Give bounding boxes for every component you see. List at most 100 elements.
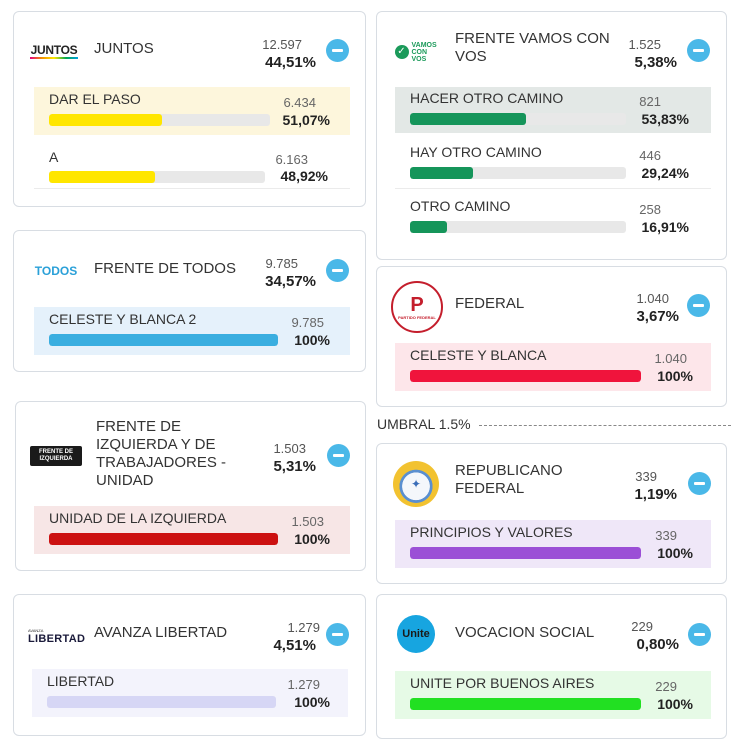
republicano-federal-logo: ✦: [393, 461, 439, 507]
party-name: JUNTOS: [94, 40, 154, 57]
avanza-libertad-logo: AVANZA LIBERTAD: [28, 627, 86, 645]
dove-icon: ✦: [410, 477, 422, 491]
party-percentage: 5,31%: [273, 458, 316, 475]
party-percentage: 1,19%: [634, 486, 677, 503]
collapse-button[interactable]: [326, 623, 349, 646]
list-percentage: 100%: [657, 545, 693, 561]
list-votes: 258: [639, 202, 661, 217]
party-votes: 9.785: [265, 256, 298, 271]
party-name: FEDERAL: [455, 295, 525, 312]
list-name: UNIDAD DE LA IZQUIERDA: [49, 510, 227, 526]
list-item: UNITE POR BUENOS AIRES 229 100%: [395, 671, 711, 719]
list-votes: 6.163: [275, 152, 308, 167]
collapse-button[interactable]: [688, 472, 711, 495]
party-name: REPUBLICANO FEDERAL: [455, 462, 563, 497]
party-name: VOCACION SOCIAL: [455, 624, 595, 641]
party-card-republicano-federal: ✦ REPUBLICANO FEDERAL 339 1,19% PRINCIPI…: [376, 443, 727, 584]
party-card-vocacion-social: Unite VOCACION SOCIAL 229 0,80% UNITE PO…: [376, 594, 727, 739]
list-percentage: 100%: [294, 332, 330, 348]
list-votes: 821: [639, 94, 661, 109]
party-votes: 1.525: [628, 37, 661, 52]
party-card-vamos-con-vos: ✓ VAMOS CON VOS FRENTE VAMOS CON VOS 1.5…: [376, 11, 727, 260]
threshold-divider: UMBRAL 1.5%: [377, 416, 737, 434]
list-item: DAR EL PASO 6.434 51,07%: [34, 87, 350, 135]
unite-logo: Unite: [397, 615, 435, 653]
list-name: DAR EL PASO: [49, 91, 141, 107]
vote-bar-fill: [49, 533, 278, 545]
vote-bar: [410, 167, 626, 179]
list-votes: 339: [655, 528, 677, 543]
vote-bar-fill: [410, 167, 474, 179]
party-card-frente-de-todos: TODOS FRENTE DE TODOS 9.785 34,57% CELES…: [13, 230, 366, 372]
party-name: FRENTE DE TODOS: [94, 260, 236, 277]
vote-bar: [49, 334, 278, 346]
list-name: HAY OTRO CAMINO: [410, 144, 542, 160]
party-name: FRENTE VAMOS CON VOS: [455, 30, 610, 65]
vote-bar: [410, 370, 641, 382]
list-votes: 1.279: [287, 677, 320, 692]
list-percentage: 100%: [657, 368, 693, 384]
list-percentage: 51,07%: [282, 112, 330, 128]
list-item: CELESTE Y BLANCA 2 9.785 100%: [34, 307, 350, 355]
threshold-label: UMBRAL 1.5%: [377, 416, 471, 432]
vote-bar-fill: [410, 698, 641, 710]
vote-bar-fill: [410, 370, 641, 382]
vote-bar: [49, 533, 278, 545]
party-votes: 1.279: [287, 620, 320, 635]
list-votes: 1.503: [291, 514, 324, 529]
collapse-button[interactable]: [687, 39, 710, 62]
party-card-federal: P PARTIDO FEDERAL FEDERAL 1.040 3,67% CE…: [376, 266, 727, 407]
party-name: AVANZA LIBERTAD: [94, 624, 228, 641]
party-votes: 1.503: [273, 441, 306, 456]
list-item: HAY OTRO CAMINO 446 29,24%: [395, 137, 711, 189]
vote-bar-fill: [49, 171, 155, 183]
party-card-avanza-libertad: AVANZA LIBERTAD AVANZA LIBERTAD 1.279 4,…: [13, 594, 366, 736]
list-percentage: 100%: [294, 531, 330, 547]
list-votes: 6.434: [283, 95, 316, 110]
list-name: HACER OTRO CAMINO: [410, 90, 564, 106]
vote-bar: [410, 113, 626, 125]
vote-bar-fill: [410, 547, 641, 559]
vote-bar: [410, 221, 626, 233]
party-name: FRENTE DE IZQUIERDA Y DE TRABAJADORES - …: [96, 418, 227, 489]
list-percentage: 100%: [294, 694, 330, 710]
list-votes: 446: [639, 148, 661, 163]
list-name: OTRO CAMINO: [410, 198, 511, 214]
collapse-button[interactable]: [326, 259, 349, 282]
party-votes: 229: [631, 619, 653, 634]
vote-bar-fill: [410, 221, 447, 233]
party-votes: 339: [635, 469, 657, 484]
list-name: A: [49, 149, 59, 165]
list-percentage: 53,83%: [641, 111, 689, 127]
party-card-juntos: JUNTOS JUNTOS 12.597 44,51% DAR EL PASO …: [13, 11, 366, 207]
party-percentage: 0,80%: [636, 636, 679, 653]
vote-bar: [49, 114, 270, 126]
list-name: UNITE POR BUENOS AIRES: [410, 675, 595, 691]
partido-federal-logo: P PARTIDO FEDERAL: [391, 281, 443, 333]
list-votes: 9.785: [291, 315, 324, 330]
collapse-button[interactable]: [327, 444, 350, 467]
todos-logo: TODOS: [34, 264, 78, 278]
vote-bar: [410, 698, 641, 710]
collapse-button[interactable]: [687, 294, 710, 317]
party-percentage: 3,67%: [636, 308, 679, 325]
collapse-button[interactable]: [688, 623, 711, 646]
juntos-logo: JUNTOS: [30, 43, 78, 59]
party-votes: 12.597: [262, 37, 302, 52]
list-item: OTRO CAMINO 258 16,91%: [395, 191, 711, 243]
party-percentage: 34,57%: [265, 273, 316, 290]
list-name: CELESTE Y BLANCA: [410, 347, 547, 363]
vote-bar-fill: [47, 696, 276, 708]
list-name: CELESTE Y BLANCA 2: [49, 311, 197, 327]
list-percentage: 100%: [657, 696, 693, 712]
list-name: PRINCIPIOS Y VALORES: [410, 524, 573, 540]
vote-bar: [49, 171, 265, 183]
vote-bar-fill: [49, 114, 162, 126]
collapse-button[interactable]: [326, 39, 349, 62]
party-percentage: 44,51%: [265, 54, 316, 71]
vote-bar: [410, 547, 641, 559]
vote-bar-fill: [49, 334, 278, 346]
list-item: PRINCIPIOS Y VALORES 339 100%: [395, 520, 711, 568]
list-item: LIBERTAD 1.279 100%: [32, 669, 348, 717]
list-item: CELESTE Y BLANCA 1.040 100%: [395, 343, 711, 391]
